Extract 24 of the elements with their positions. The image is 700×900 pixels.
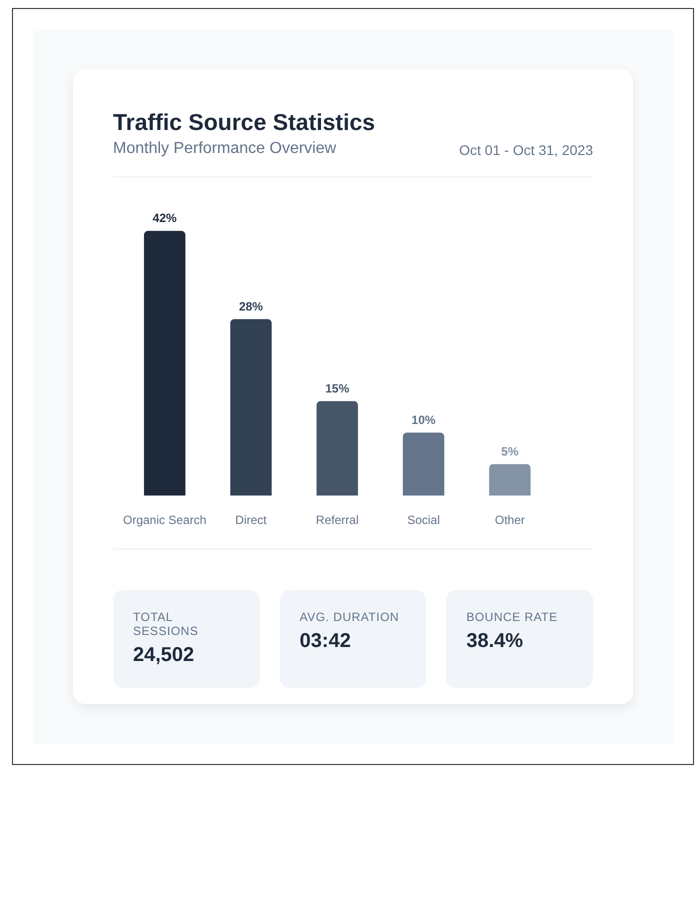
bar (489, 464, 531, 496)
data-label: 42% (152, 211, 178, 226)
bar (316, 401, 358, 496)
data-label: 15% (325, 381, 350, 396)
text: 03:42 (300, 630, 352, 653)
data-label: 28% (238, 299, 264, 314)
x-tick-label: Direct (235, 513, 268, 528)
text: AVG. DURATION (300, 610, 400, 624)
bar (144, 230, 186, 496)
text: BOUNCE RATE (466, 610, 559, 624)
text: TOTAL SESSIONS (133, 610, 200, 638)
chart-title: Traffic Source Statistics (113, 109, 376, 136)
x-tick-label: Referral (316, 513, 359, 528)
bar (230, 319, 272, 496)
text: 38.4% (466, 630, 524, 653)
data-label: 5% (501, 444, 519, 458)
chart-subtitle: Monthly Performance Overview (113, 140, 336, 158)
data-label: 10% (412, 412, 436, 427)
text: 24,502 (133, 644, 196, 667)
text: Oct 01 - Oct 31, 2023 (459, 142, 593, 158)
bar (402, 432, 444, 496)
x-tick-label: Organic Search (123, 513, 206, 528)
x-tick-label: Social (407, 513, 440, 528)
x-tick-label: Other (494, 513, 525, 528)
